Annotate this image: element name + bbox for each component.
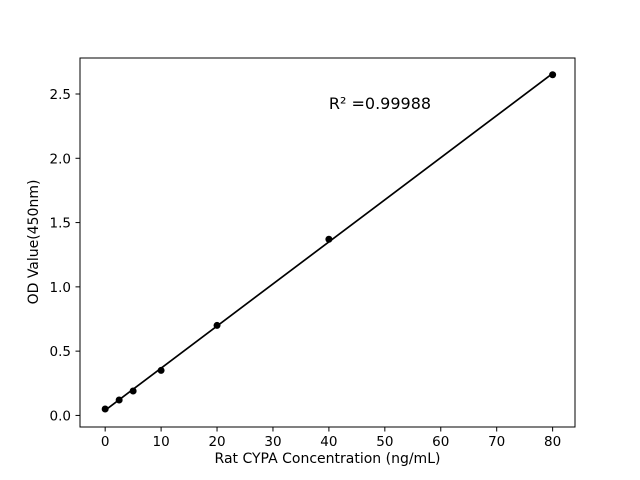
data-point-marker xyxy=(549,71,557,79)
y-tick-label: 0.0 xyxy=(50,408,71,424)
data-point-marker xyxy=(213,321,221,329)
x-tick-label: 80 xyxy=(544,434,561,450)
y-tick-label: 2.5 xyxy=(50,87,71,103)
plot-border xyxy=(79,57,576,428)
x-axis-label: Rat CYPA Concentration (ng/mL) xyxy=(214,451,441,467)
x-tick-label: 70 xyxy=(488,434,505,450)
y-tick-label: 0.5 xyxy=(50,344,71,360)
y-tick-label: 1.0 xyxy=(50,280,71,296)
r-squared-annotation: R² =0.99988 xyxy=(329,94,431,113)
data-point-marker xyxy=(325,235,333,243)
data-point-marker xyxy=(115,396,123,404)
y-axis-label: OD Value(450nm) xyxy=(26,179,42,305)
x-tick-label: 40 xyxy=(320,434,337,450)
x-tick-label: 50 xyxy=(376,434,393,450)
x-tick-label: 10 xyxy=(153,434,170,450)
y-tick-label: 2.0 xyxy=(50,151,71,167)
x-tick-label: 0 xyxy=(101,434,110,450)
x-tick-label: 30 xyxy=(264,434,281,450)
data-point-marker xyxy=(129,387,137,395)
x-tick-label: 20 xyxy=(208,434,225,450)
y-tick-label: 1.5 xyxy=(50,216,71,232)
data-point-marker xyxy=(101,405,109,413)
x-tick-label: 60 xyxy=(432,434,449,450)
data-point-marker xyxy=(157,366,165,374)
